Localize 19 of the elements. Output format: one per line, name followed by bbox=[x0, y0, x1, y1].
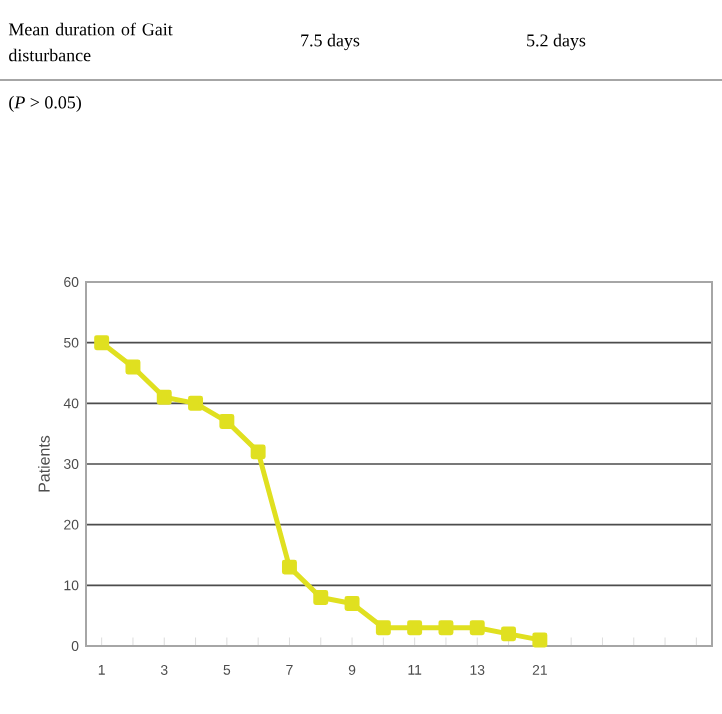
point bbox=[532, 632, 548, 648]
point bbox=[375, 620, 391, 636]
text: 7.5 days bbox=[301, 33, 360, 51]
point bbox=[94, 335, 110, 351]
point bbox=[250, 444, 266, 460]
point bbox=[501, 626, 517, 642]
point bbox=[344, 596, 360, 612]
point bbox=[219, 414, 235, 430]
text: (P > 0.05) bbox=[9, 95, 81, 113]
point bbox=[313, 589, 329, 605]
point bbox=[281, 559, 297, 575]
point bbox=[407, 620, 423, 636]
point bbox=[438, 620, 454, 636]
point bbox=[469, 620, 485, 636]
text: 5.2 days bbox=[527, 33, 586, 51]
point bbox=[156, 389, 172, 405]
point bbox=[125, 359, 141, 375]
text: Mean duration of Gait disturbance bbox=[8, 22, 173, 62]
point bbox=[188, 395, 204, 411]
